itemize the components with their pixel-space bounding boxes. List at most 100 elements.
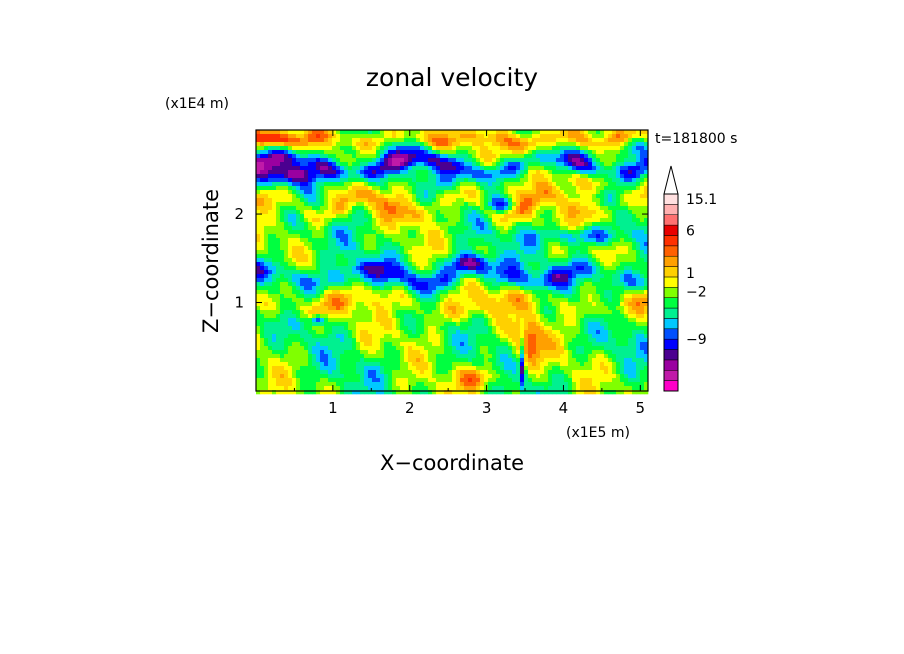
heatmap-cell <box>368 178 373 183</box>
heatmap-cell <box>336 298 341 303</box>
heatmap-cell <box>368 282 373 287</box>
heatmap-cell <box>512 298 517 303</box>
heatmap-cell <box>264 322 269 327</box>
heatmap-cell <box>312 150 317 155</box>
heatmap-cell <box>404 158 409 163</box>
heatmap-cell <box>456 194 461 199</box>
heatmap-cell <box>404 138 409 143</box>
heatmap-cell <box>568 198 573 203</box>
heatmap-cell <box>604 174 609 179</box>
heatmap-cell <box>572 198 577 203</box>
heatmap-cell <box>520 194 525 199</box>
heatmap-cell <box>292 182 297 187</box>
heatmap-cell <box>452 182 457 187</box>
heatmap-cell <box>616 314 621 319</box>
heatmap-cell <box>572 190 577 195</box>
heatmap-cell <box>620 174 625 179</box>
heatmap-cell <box>596 326 601 331</box>
heatmap-cell <box>420 198 425 203</box>
heatmap-cell <box>368 330 373 335</box>
heatmap-cell <box>432 226 437 231</box>
heatmap-cell <box>276 186 281 191</box>
heatmap-cell <box>556 302 561 307</box>
heatmap-cell <box>444 130 449 135</box>
heatmap-cell <box>320 282 325 287</box>
heatmap-cell <box>552 274 557 279</box>
heatmap-cell <box>372 274 377 279</box>
heatmap-cell <box>304 250 309 255</box>
heatmap-cell <box>412 294 417 299</box>
heatmap-cell <box>300 158 305 163</box>
heatmap-cell <box>540 326 545 331</box>
heatmap-cell <box>320 266 325 271</box>
heatmap-cell <box>528 310 533 315</box>
heatmap-cell <box>604 314 609 319</box>
heatmap-cell <box>468 238 473 243</box>
heatmap-cell <box>308 274 313 279</box>
heatmap-cell <box>616 206 621 211</box>
heatmap-cell <box>568 322 573 327</box>
heatmap-cell <box>528 306 533 311</box>
heatmap-cell <box>444 142 449 147</box>
heatmap-cell <box>388 290 393 295</box>
heatmap-cell <box>316 162 321 167</box>
heatmap-cell <box>400 314 405 319</box>
heatmap-cell <box>368 150 373 155</box>
heatmap-cell <box>444 234 449 239</box>
heatmap-cell <box>628 222 633 227</box>
heatmap-cell <box>276 138 281 143</box>
heatmap-cell <box>308 186 313 191</box>
heatmap-cell <box>432 134 437 139</box>
heatmap-cell <box>476 174 481 179</box>
heatmap-cell <box>504 214 509 219</box>
heatmap-cell <box>564 302 569 307</box>
heatmap-cell <box>504 158 509 163</box>
heatmap-cell <box>468 222 473 227</box>
heatmap-cell <box>312 162 317 167</box>
heatmap-cell <box>304 234 309 239</box>
heatmap-cell <box>592 234 597 239</box>
heatmap-cell <box>264 318 269 323</box>
heatmap-cell <box>288 174 293 179</box>
heatmap-cell <box>320 274 325 279</box>
heatmap-cell <box>440 230 445 235</box>
heatmap-cell <box>504 138 509 143</box>
heatmap-cell <box>572 186 577 191</box>
heatmap-cell <box>348 190 353 195</box>
heatmap-cell <box>256 198 261 203</box>
heatmap-cell <box>412 262 417 267</box>
heatmap-cell <box>632 302 637 307</box>
heatmap-cell <box>440 166 445 171</box>
heatmap-cell <box>432 142 437 147</box>
heatmap-cell <box>540 250 545 255</box>
heatmap-cell <box>612 154 617 159</box>
heatmap-cell <box>448 218 453 223</box>
heatmap-cell <box>540 222 545 227</box>
heatmap-cell <box>424 222 429 227</box>
heatmap-cell <box>468 178 473 183</box>
heatmap-cell <box>468 306 473 311</box>
heatmap-cell <box>568 282 573 287</box>
heatmap-cell <box>536 146 541 151</box>
heatmap-cell <box>576 254 581 259</box>
heatmap-cell <box>280 306 285 311</box>
heatmap-cell <box>384 266 389 271</box>
heatmap-cell <box>492 166 497 171</box>
heatmap-cell <box>260 190 265 195</box>
heatmap-cell <box>336 214 341 219</box>
heatmap-cell <box>372 298 377 303</box>
heatmap-cell <box>448 154 453 159</box>
heatmap-cell <box>316 290 321 295</box>
heatmap-cell <box>328 326 333 331</box>
heatmap-cell <box>624 262 629 267</box>
heatmap-cell <box>280 166 285 171</box>
heatmap-cell <box>292 178 297 183</box>
heatmap-cell <box>456 146 461 151</box>
heatmap-cell <box>512 270 517 275</box>
heatmap-cell <box>348 130 353 135</box>
heatmap-cell <box>392 298 397 303</box>
heatmap-cell <box>460 146 465 151</box>
heatmap-cell <box>328 278 333 283</box>
heatmap-cell <box>568 138 573 143</box>
heatmap-cell <box>508 190 513 195</box>
